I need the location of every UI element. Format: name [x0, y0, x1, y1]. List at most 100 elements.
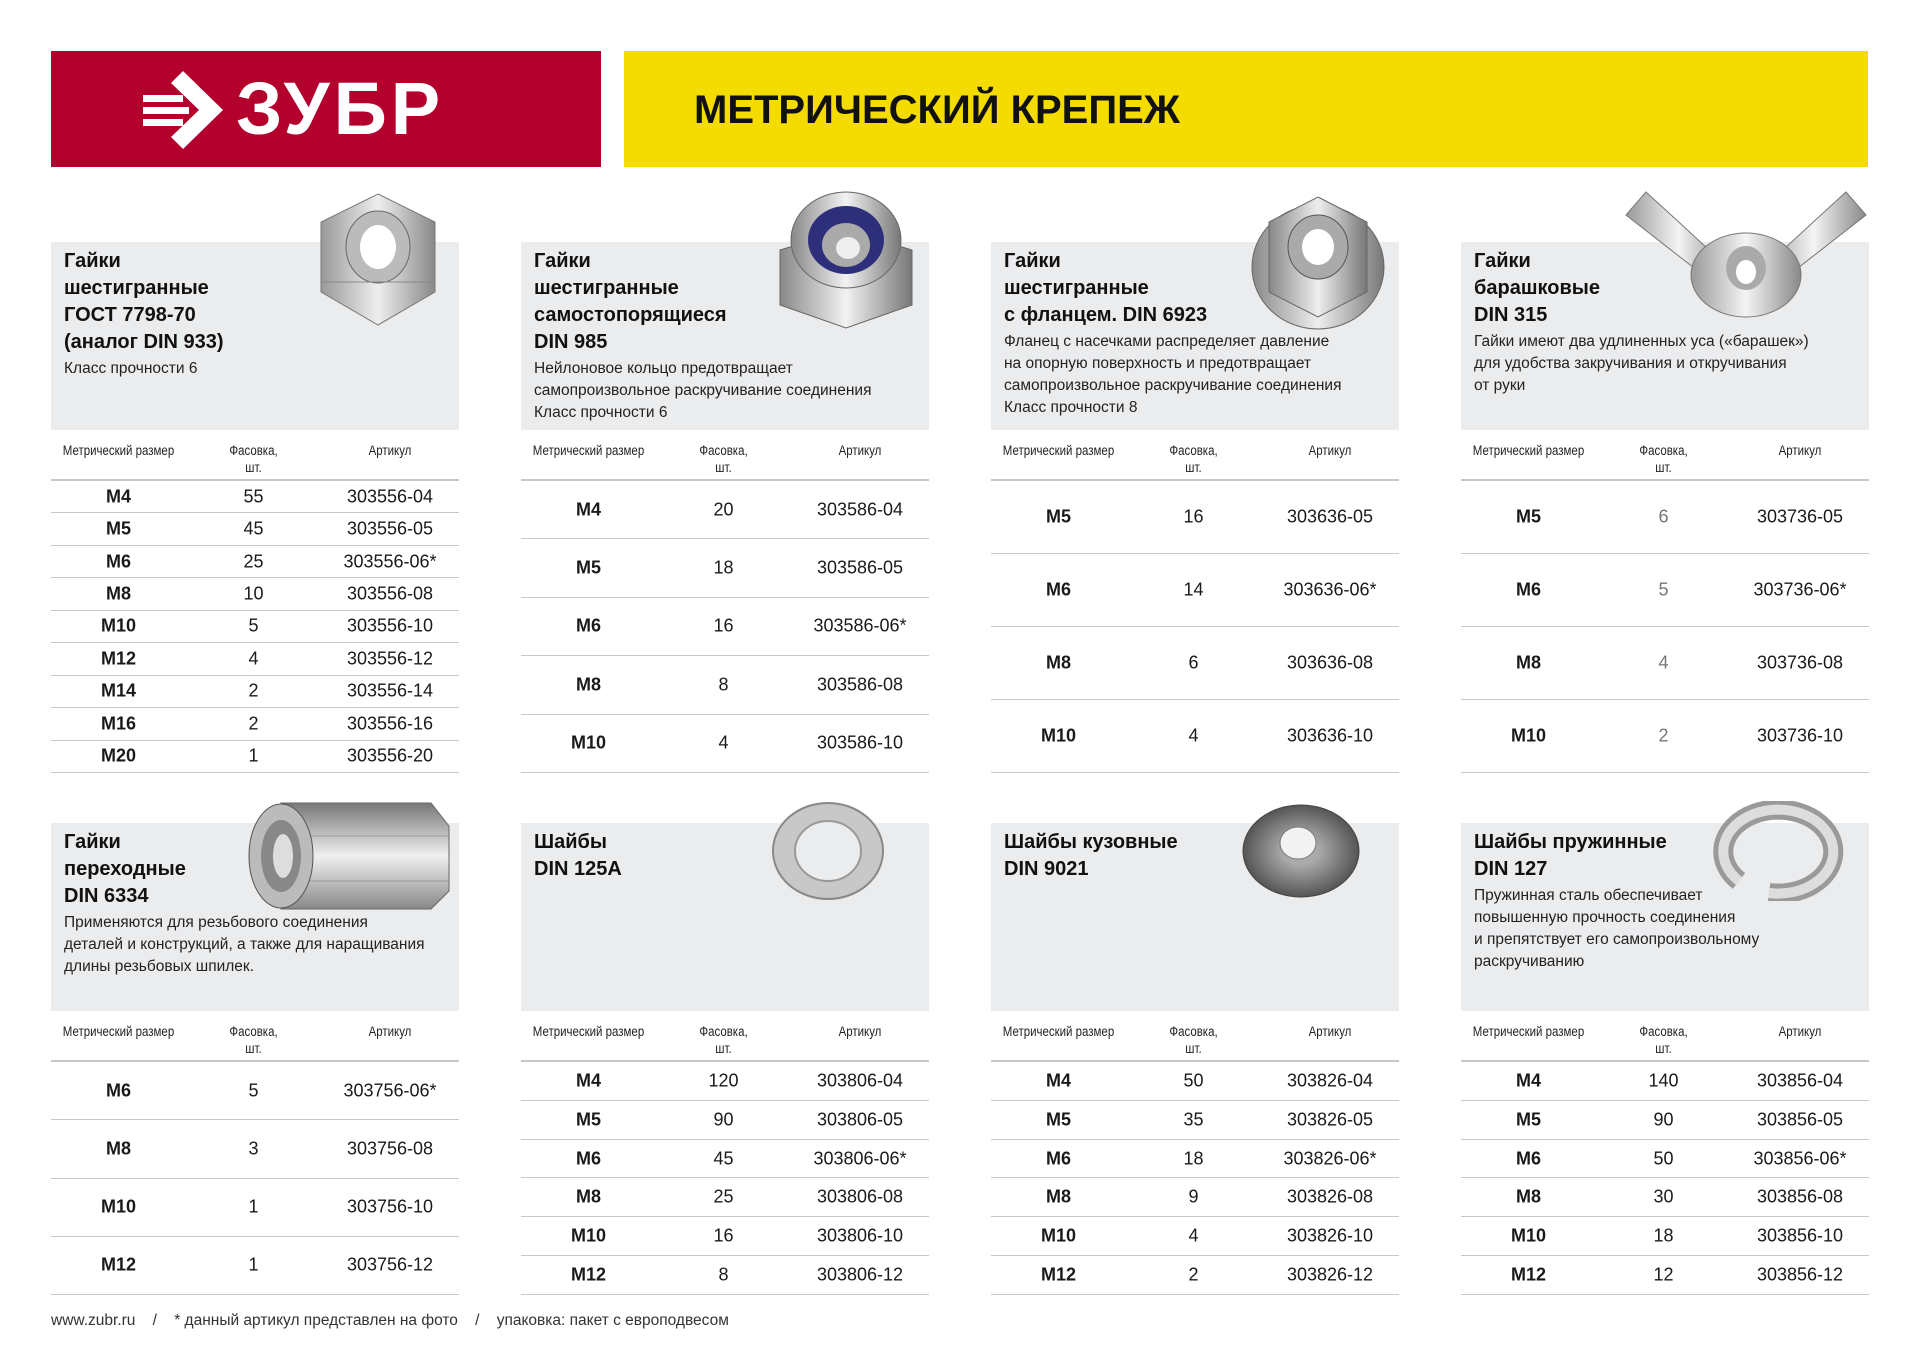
table-row: M8 25 303806-08	[521, 1178, 929, 1218]
header-article: Артикул	[1308, 1024, 1352, 1039]
table-row: M16 2 303556-16	[51, 708, 459, 741]
table-header: Метрический размер Фасовка, шт. Артикул	[1461, 430, 1869, 479]
pack-cell: 45	[243, 518, 264, 539]
size-cell: M5	[1515, 1109, 1541, 1130]
size-cell: M8	[105, 583, 131, 604]
article-cell: 303736-10	[1756, 725, 1844, 746]
size-cell: M12	[100, 648, 136, 669]
section-title-text: Гайки шестигранные ГОСТ 7798-70 (аналог …	[64, 250, 224, 353]
article-cell: 303636-06*	[1283, 579, 1377, 600]
size-cell: M5	[1515, 506, 1541, 527]
article-cell: 303856-12	[1756, 1264, 1844, 1285]
article-cell: 303856-06*	[1753, 1148, 1847, 1169]
size-cell: M20	[100, 745, 136, 766]
article-cell: 303556-14	[346, 680, 434, 701]
size-cell: M6	[105, 551, 131, 572]
article-cell: 303556-08	[346, 583, 434, 604]
size-cell: M10	[570, 1225, 606, 1246]
table-row: M8 30 303856-08	[1461, 1178, 1869, 1218]
pack-cell: 6	[1658, 506, 1669, 527]
article-cell: 303856-04	[1756, 1070, 1844, 1091]
pack-cell: 4	[248, 648, 259, 669]
table-header: Метрический размер Фасовка, шт. Артикул	[51, 1011, 459, 1060]
header-article: Артикул	[838, 443, 882, 458]
pack-cell: 50	[1653, 1148, 1674, 1169]
section-title: Шайбы кузовные DIN 9021	[1004, 829, 1178, 885]
size-cell: M5	[105, 518, 131, 539]
section-title-text: Гайки барашковые DIN 315	[1474, 250, 1600, 326]
table-row: M4 55 303556-04	[51, 481, 459, 514]
table-header: Метрический размер Фасовка, шт. Артикул	[51, 430, 459, 479]
table-row: M5 16 303636-05	[991, 481, 1399, 554]
section-title: Гайки переходные DIN 6334 Применяются для…	[64, 829, 425, 978]
header-article: Артикул	[368, 443, 412, 458]
article-cell: 303556-04	[346, 486, 434, 507]
size-cell: M10	[570, 732, 606, 753]
table-row: M10 2 303736-10	[1461, 700, 1869, 773]
pack-cell: 18	[1183, 1148, 1204, 1169]
size-cell: M12	[1040, 1264, 1076, 1285]
article-cell: 303806-06*	[813, 1148, 907, 1169]
article-cell: 303826-06*	[1283, 1148, 1377, 1169]
table-row: M8 4 303736-08	[1461, 627, 1869, 700]
table-row: M14 2 303556-14	[51, 676, 459, 709]
article-cell: 303586-06*	[813, 615, 907, 636]
table-header: Метрический размер Фасовка, шт. Артикул	[521, 1011, 929, 1060]
header-article: Артикул	[1778, 1024, 1822, 1039]
section-title: Гайки шестигранные самостопорящиеся DIN …	[534, 248, 871, 424]
table-row: M5 18 303586-05	[521, 539, 929, 598]
size-cell: M6	[1515, 579, 1541, 600]
article-cell: 303586-05	[816, 557, 904, 578]
table-row: M8 10 303556-08	[51, 578, 459, 611]
table-row: M10 1 303756-10	[51, 1179, 459, 1237]
zubr-arrow-icon	[143, 71, 223, 149]
section-title: Гайки барашковые DIN 315 Гайки имеют два …	[1474, 248, 1809, 397]
table-row: M8 9 303826-08	[991, 1178, 1399, 1218]
table-row: M5 45 303556-05	[51, 513, 459, 546]
header-size: Метрический размер	[62, 443, 175, 458]
header-pack: Фасовка, шт.	[1639, 1024, 1688, 1056]
article-cell: 303556-12	[346, 648, 434, 669]
size-cell: M8	[1045, 1186, 1071, 1207]
pack-cell: 90	[1653, 1109, 1674, 1130]
table-row: M6 45 303806-06*	[521, 1140, 929, 1179]
table-row: M5 90 303806-05	[521, 1101, 929, 1140]
product-table: M4 20 303586-04 M5 18 303586-05 M6 16 303586-06*…	[521, 479, 929, 773]
article-cell: 303556-20	[346, 745, 434, 766]
header-size: Метрический размер	[1472, 1024, 1585, 1039]
section-title-text: Шайбы DIN 125A	[534, 831, 622, 880]
size-cell: M8	[1045, 652, 1071, 673]
size-cell: M14	[100, 680, 136, 701]
section-description: Нейлоновое кольцо предотвращает самопрои…	[534, 360, 872, 421]
article-cell: 303856-08	[1756, 1186, 1844, 1207]
pack-cell: 5	[248, 1080, 259, 1101]
article-cell: 303806-05	[816, 1109, 904, 1130]
article-cell: 303826-10	[1286, 1225, 1374, 1246]
pack-cell: 45	[713, 1148, 734, 1169]
header-article: Артикул	[1778, 443, 1822, 458]
section-title-text: Шайбы кузовные DIN 9021	[1004, 831, 1178, 880]
size-cell: M8	[105, 1138, 131, 1159]
header-article: Артикул	[368, 1024, 412, 1039]
table-header: Метрический размер Фасовка, шт. Артикул	[991, 1011, 1399, 1060]
header-pack: Фасовка, шт.	[229, 443, 278, 475]
table-row: M10 16 303806-10	[521, 1217, 929, 1257]
size-cell: M5	[575, 1109, 601, 1130]
header-article: Артикул	[1308, 443, 1352, 458]
article-cell: 303756-08	[346, 1138, 434, 1159]
pack-cell: 10	[243, 583, 264, 604]
footer-packaging: упаковка: пакет с европодвесом	[496, 1312, 729, 1329]
article-cell: 303856-10	[1756, 1225, 1844, 1246]
size-cell: M4	[575, 1070, 601, 1091]
logo-text: ЗУБР	[236, 67, 445, 150]
section-info-panel: Шайбы пружинные DIN 127 Пружинная сталь о…	[1461, 823, 1869, 1011]
footer-site-link[interactable]: www.zubr.ru	[51, 1312, 136, 1329]
article-cell: 303826-05	[1286, 1109, 1374, 1130]
section-description: Фланец с насечками распределяет давление…	[1004, 333, 1342, 416]
section-description: Класс прочности 6	[64, 360, 198, 377]
section-description: Применяются для резьбового соединения де…	[64, 914, 425, 975]
table-row: M8 3 303756-08	[51, 1120, 459, 1179]
article-cell: 303586-08	[816, 674, 904, 695]
pack-cell: 4	[718, 732, 729, 753]
